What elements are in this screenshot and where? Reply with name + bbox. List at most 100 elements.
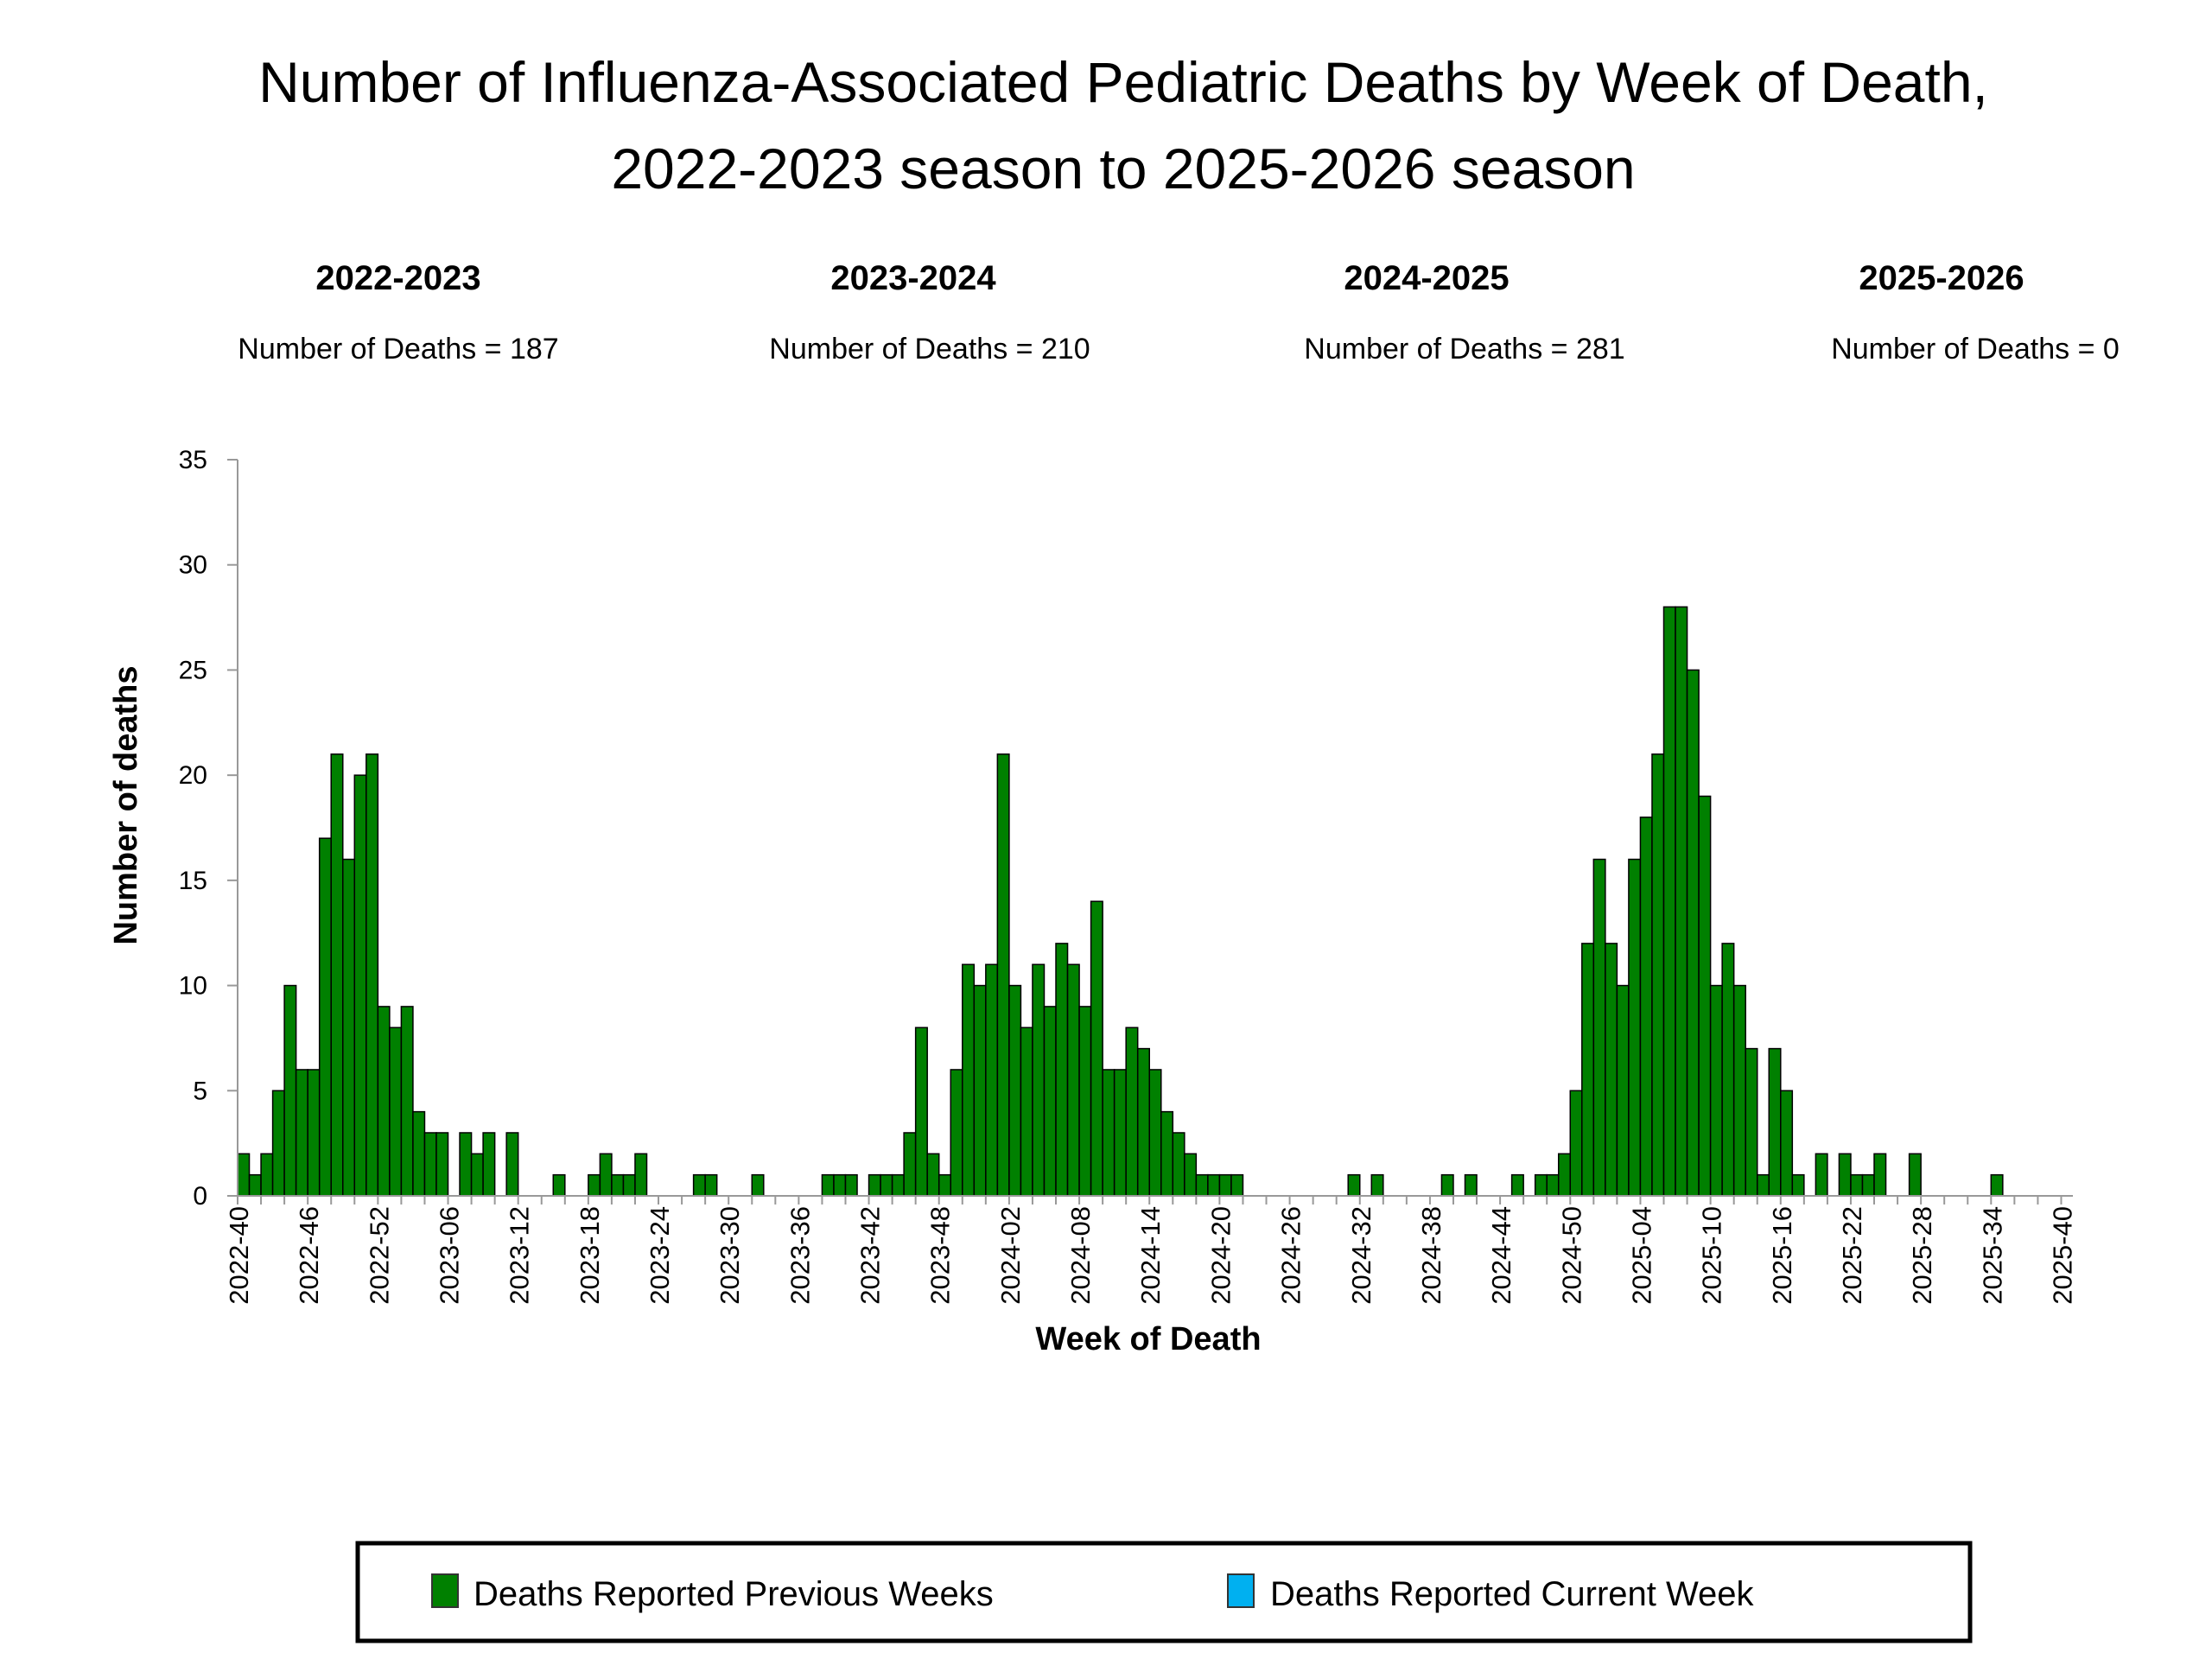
x-tick-label: 2025-22	[1837, 1206, 1867, 1305]
bar-2023-45	[903, 1132, 917, 1197]
x-tick-label: 2025-34	[1977, 1206, 2007, 1305]
x-axis-ticks: 2022-40 2022-46 2022-52 2023-06 2023-12 2023-…	[224, 1196, 2077, 1305]
bar-2022-48	[330, 753, 344, 1197]
y-tick-label: 25	[179, 656, 207, 684]
bar-2022-47	[318, 837, 332, 1197]
bar-2024-31	[1347, 1173, 1361, 1197]
bar-2025-03	[1628, 858, 1642, 1197]
bar-2024-07	[1066, 963, 1080, 1197]
bar-2022-52	[377, 1006, 391, 1197]
x-tick-label: 2024-02	[995, 1206, 1026, 1305]
bar-2024-51	[1581, 943, 1595, 1197]
bar-2022-45	[295, 1069, 308, 1197]
bar-2023-40	[844, 1173, 858, 1197]
bar-2024-16	[1172, 1132, 1185, 1197]
season-death-count: Number of Deaths = 210	[769, 333, 1090, 365]
bar-2023-50	[962, 963, 976, 1197]
y-tick-label: 0	[193, 1182, 207, 1211]
season-death-count: Number of Deaths = 0	[1831, 333, 2120, 365]
bar-2024-09	[1090, 900, 1103, 1197]
bar-2025-13	[1745, 1047, 1758, 1197]
bar-2025-10	[1709, 984, 1723, 1197]
bar-2023-19	[599, 1153, 613, 1197]
x-tick-label: 2024-14	[1135, 1206, 1166, 1305]
bar-2024-52	[1592, 858, 1606, 1197]
bar-2022-50	[353, 774, 367, 1197]
x-tick-label: 2024-08	[1065, 1206, 1096, 1305]
legend-label-previous-weeks: Deaths Reported Previous Weeks	[474, 1575, 994, 1613]
bar-2024-06	[1055, 943, 1069, 1197]
bar-2025-24	[1873, 1153, 1887, 1197]
bar-2023-09	[482, 1132, 496, 1197]
bar-2025-09	[1698, 795, 1712, 1197]
bar-2023-20	[611, 1173, 625, 1197]
x-tick-label: 2025-16	[1767, 1206, 1797, 1305]
x-tick-label: 2025-28	[1907, 1206, 1937, 1305]
bar-2025-16	[1780, 1090, 1794, 1197]
bar-2022-51	[365, 753, 379, 1197]
bar-2023-28	[704, 1173, 718, 1197]
y-tick-label: 30	[179, 551, 207, 580]
x-tick-label: 2023-18	[575, 1206, 605, 1305]
bar-2023-18	[588, 1173, 601, 1197]
bar-2025-22	[1850, 1173, 1864, 1197]
bar-2025-01	[1605, 943, 1618, 1197]
bar-2023-49	[950, 1069, 963, 1197]
bar-2023-44	[891, 1173, 905, 1197]
season-label: 2023-2024	[830, 259, 996, 297]
bar-2023-52	[985, 963, 999, 1197]
bar-2025-14	[1756, 1173, 1770, 1197]
bar-2023-01	[389, 1027, 403, 1197]
bar-2023-32	[751, 1173, 765, 1197]
bar-2023-43	[880, 1173, 893, 1197]
bar-2024-41	[1464, 1173, 1478, 1197]
x-tick-label: 2024-50	[1556, 1206, 1586, 1305]
x-tick-label: 2022-52	[364, 1206, 394, 1305]
bar-2024-18	[1195, 1173, 1209, 1197]
bar-2025-21	[1838, 1153, 1852, 1197]
bar-2024-20	[1218, 1173, 1232, 1197]
bar-2022-42	[260, 1153, 274, 1197]
bar-2022-43	[271, 1090, 285, 1197]
bar-2024-47	[1534, 1173, 1548, 1197]
season-death-count: Number of Deaths = 187	[238, 333, 558, 365]
bar-2023-03	[412, 1110, 426, 1197]
bar-2025-08	[1686, 669, 1700, 1197]
bar-2024-49	[1557, 1153, 1572, 1197]
bar-2025-06	[1662, 606, 1676, 1197]
y-axis-title: Number of deaths	[108, 665, 144, 944]
legend-swatch-previous-weeks	[431, 1573, 459, 1608]
bar-2023-05	[435, 1132, 449, 1197]
bar-2024-04	[1032, 963, 1046, 1197]
bar-2023-47	[926, 1153, 940, 1197]
bar-2024-10	[1102, 1069, 1116, 1197]
bar-2024-17	[1184, 1153, 1198, 1197]
season-label: 2025-2026	[1859, 259, 2024, 297]
bar-2025-19	[1815, 1153, 1828, 1197]
bar-2022-46	[307, 1069, 321, 1197]
bar-2024-03	[1020, 1027, 1033, 1197]
bar-2024-12	[1125, 1027, 1139, 1197]
bar-2023-42	[868, 1173, 881, 1197]
bar-2024-45	[1510, 1173, 1524, 1197]
bar-2023-15	[552, 1173, 566, 1197]
y-tick-label: 20	[179, 761, 207, 790]
bar-2025-17	[1791, 1173, 1805, 1197]
bar-2024-11	[1113, 1069, 1127, 1197]
y-axis-ticks: 0 5 10 15 20 25 30 35	[179, 446, 238, 1211]
bars	[237, 606, 2004, 1197]
x-tick-label: 2022-46	[294, 1206, 324, 1305]
bar-2024-01	[996, 753, 1010, 1197]
bar-2023-21	[622, 1173, 636, 1197]
bar-2023-08	[470, 1153, 484, 1197]
x-tick-label: 2023-36	[785, 1206, 815, 1305]
x-tick-label: 2022-40	[224, 1206, 254, 1305]
legend: Deaths Reported Previous Weeks Deaths Re…	[355, 1541, 1973, 1643]
bar-2022-49	[342, 858, 356, 1197]
bar-2023-48	[938, 1173, 951, 1197]
bar-2024-02	[1008, 984, 1022, 1197]
bar-2024-08	[1078, 1006, 1092, 1197]
y-tick-label: 10	[179, 972, 207, 1001]
bar-2022-44	[283, 984, 297, 1197]
